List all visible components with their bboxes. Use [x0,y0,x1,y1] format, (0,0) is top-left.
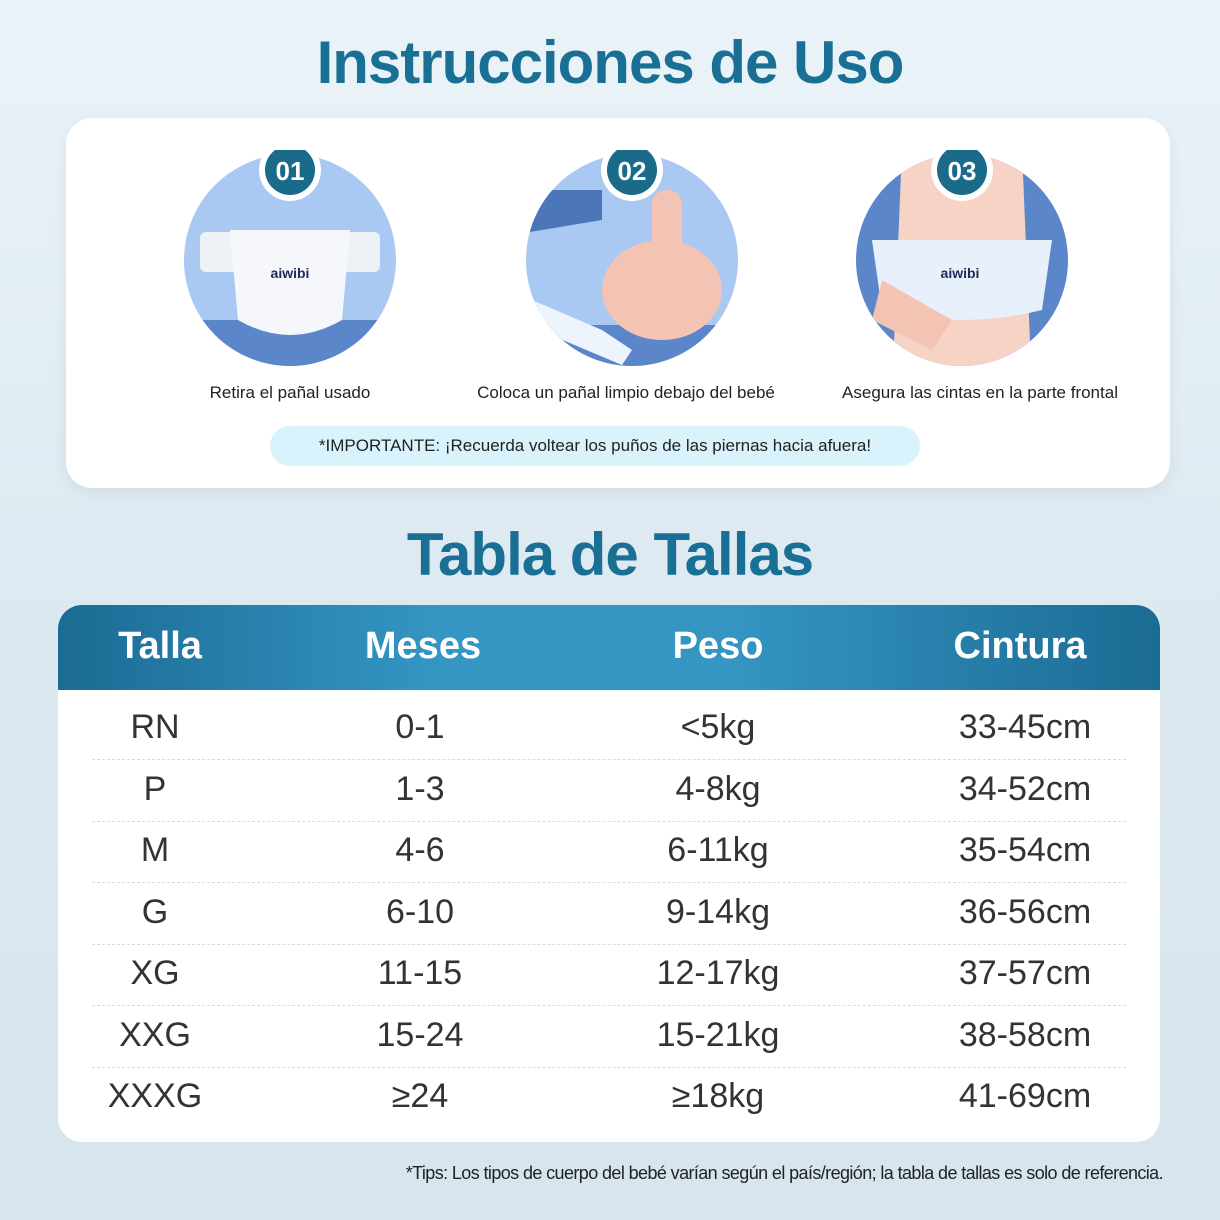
table-cell: ≥18kg [671,1077,765,1115]
step-number-badge: 02 [618,156,647,186]
step-number-badge: 03 [948,156,977,186]
footnote: *Tips: Los tipos de cuerpo del bebé varí… [405,1163,1164,1183]
table-cell: 33-45cm [958,708,1092,746]
table-cell: P [143,769,167,808]
table-cell: 0-1 [395,708,445,746]
step-3: aiwibi 03 [792,118,1132,418]
table-cell: 15-21kg [656,1015,780,1054]
table-cell: RN [130,708,180,746]
row-divider [92,759,1126,760]
table-cell: 11-15 [377,954,463,992]
table-cell: 12-17kg [656,954,780,992]
table-cell: 1-3 [395,769,445,808]
step-1-caption: Retira el pañal usado [209,383,371,402]
table-cell: <5kg [680,708,756,746]
table-row: P 1-3 4-8kg 34-52cm [58,760,1160,822]
fasten-tapes-illustration: aiwibi 03 [856,150,1068,366]
row-divider [92,1066,1126,1068]
table-cell: 35-54cm [958,831,1092,869]
table-header: Talla Meses Peso Cintura [58,605,1160,690]
step-2: 02 [462,118,802,418]
row-divider [92,1005,1126,1006]
table-row: M 4-6 6-11kg 35-54cm [58,821,1160,883]
row-divider [92,882,1126,883]
table-cell: 9-14kg [666,892,770,931]
step-3-caption: Asegura las cintas en la parte frontal [842,383,1118,402]
instructions-card: aiwibi 01 02 aiwibi 03 Retira el pañal u… [66,118,1170,488]
table-cell: 4-8kg [675,769,761,808]
table-row: G 6-10 9-14kg 36-56cm [58,883,1160,945]
instructions-title: Instrucciones de Uso [316,29,905,96]
table-cell: 15-24 [376,1015,464,1054]
place-diaper-illustration: 02 [526,150,738,366]
header-talla: Talla [118,625,202,667]
table-row: RN 0-1 <5kg 33-45cm [58,698,1160,760]
row-divider [92,943,1126,945]
size-table: Talla Meses Peso Cintura RN 0-1 <5kg 33-45c… [58,605,1160,1142]
table-cell: XG [130,954,180,992]
brand-logo: aiwibi [271,265,310,281]
table-row: XXXG ≥24 ≥18kg 41-69cm [58,1067,1160,1129]
header-meses: Meses [364,625,482,667]
table-cell: XXG [119,1015,191,1054]
step-number-badge: 01 [276,156,305,186]
table-cell: 4-6 [395,831,445,869]
table-cell: 38-58cm [958,1015,1092,1054]
table-cell: 37-57cm [958,954,1092,992]
table-cell: ≥24 [391,1077,449,1115]
important-note: *IMPORTANTE: ¡Recuerda voltear los puños… [270,426,920,466]
brand-logo: aiwibi [941,265,980,281]
table-cell: 36-56cm [958,892,1092,931]
row-divider [92,820,1126,822]
table-cell: G [141,892,169,931]
table-cell: XXXG [107,1077,203,1115]
table-cell: M [140,831,170,869]
table-cell: 6-10 [385,892,455,931]
size-table-title: Tabla de Tallas [406,521,814,588]
table-row: XG 11-15 12-17kg 37-57cm [58,944,1160,1006]
table-row: XXG 15-24 15-21kg 38-58cm [58,1006,1160,1068]
table-cell: 41-69cm [958,1077,1092,1115]
table-cell: 6-11kg [667,831,769,869]
table-cell: 34-52cm [958,769,1092,808]
header-cintura: Cintura [953,625,1087,667]
step-1: aiwibi 01 [120,118,460,418]
header-peso: Peso [672,625,764,667]
remove-diaper-illustration: aiwibi 01 [184,150,396,366]
step-2-caption: Coloca un pañal limpio debajo del bebé [477,383,775,402]
